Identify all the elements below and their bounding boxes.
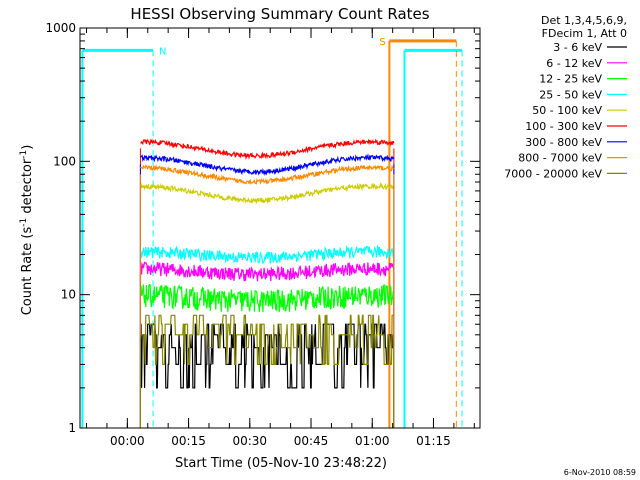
series-line xyxy=(139,164,395,185)
event-markers: NS xyxy=(159,37,386,57)
x-tick-label: 01:15 xyxy=(416,434,451,448)
legend-entry-label: 800 - 7000 keV xyxy=(518,152,602,165)
series-lines xyxy=(139,138,395,428)
x-tick-label: 00:00 xyxy=(110,434,145,448)
x-tick-label: 00:30 xyxy=(232,434,267,448)
x-tick-label: 00:15 xyxy=(171,434,206,448)
legend-entry-label: 300 - 800 keV xyxy=(525,136,602,149)
plot-frame xyxy=(79,27,481,429)
y-tick-label: 10 xyxy=(61,288,76,302)
y-axis-label: Count Rate (s-1 detector-1) xyxy=(19,145,35,316)
y-axis-ticks: 1 10 100 1000 xyxy=(45,21,480,435)
y-tick-label: 1 xyxy=(68,421,76,435)
x-axis-ticks: 00:00 00:15 00:30 00:45 01:00 01:15 xyxy=(86,28,475,448)
legend-entry-label: 25 - 50 keV xyxy=(539,88,602,101)
legend-entry-label: 50 - 100 keV xyxy=(532,104,602,117)
series-line xyxy=(139,244,395,265)
saa-bands xyxy=(81,39,463,428)
timestamp: 6-Nov-2010 08:59 xyxy=(564,468,636,477)
x-tick-label: 01:00 xyxy=(355,434,390,448)
series-line xyxy=(139,314,394,365)
marker-label: S xyxy=(379,37,385,48)
series-line xyxy=(140,261,395,282)
legend-entry-label: 3 - 6 keV xyxy=(553,41,602,54)
series-line xyxy=(139,283,395,313)
series-line xyxy=(140,138,395,160)
y-tick-label: 1000 xyxy=(45,21,76,35)
legend-entry-label: 6 - 12 keV xyxy=(546,57,602,70)
series-line xyxy=(139,153,395,176)
legend: Det 1,3,4,5,6,9, FDecim 1, Att 0 3 - 6 k… xyxy=(504,14,627,180)
legend-header-2: FDecim 1, Att 0 xyxy=(542,27,627,40)
y-tick-label: 100 xyxy=(53,154,76,168)
chart-title: HESSI Observing Summary Count Rates xyxy=(130,5,429,23)
legend-entry-label: 7000 - 20000 keV xyxy=(504,167,602,180)
series-line xyxy=(139,182,395,205)
x-axis-label: Start Time (05-Nov-10 23:48:22) xyxy=(175,456,387,471)
legend-entry-label: 100 - 300 keV xyxy=(525,120,602,133)
legend-entry-label: 12 - 25 keV xyxy=(539,73,602,86)
legend-header-1: Det 1,3,4,5,6,9, xyxy=(541,14,627,27)
marker-label: N xyxy=(159,46,166,57)
x-tick-label: 00:45 xyxy=(294,434,329,448)
